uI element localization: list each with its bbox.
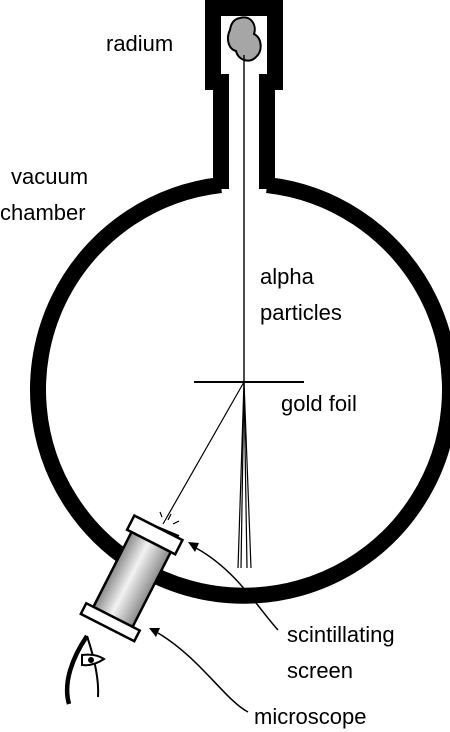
- label-alpha: alpha: [260, 264, 315, 289]
- housing-shoulder-left: [205, 74, 229, 90]
- trajectory: [240, 381, 245, 569]
- label-chamber: chamber: [0, 200, 86, 225]
- chamber-wall: [30, 177, 450, 604]
- microscope-pointer-curve: [157, 632, 249, 713]
- pointer-arrows: [149, 542, 279, 713]
- microscope-pointer-arrowhead: [149, 628, 160, 637]
- microscope-eyepiece-collar: [79, 601, 142, 643]
- trajectory: [243, 381, 248, 569]
- microscope: [79, 513, 185, 643]
- eye-icon: [64, 634, 106, 705]
- label-scintillating: scintillating: [287, 622, 395, 647]
- particle-trajectories: [162, 381, 252, 569]
- flash-icon: [159, 511, 180, 525]
- screen-pointer-curve: [195, 547, 279, 631]
- label-particles: particles: [260, 300, 342, 325]
- label-radium: radium: [106, 31, 173, 56]
- housing-shoulder-right: [259, 74, 283, 90]
- vacuum-chamber: [30, 0, 450, 604]
- screen-pointer-arrowhead: [188, 542, 199, 552]
- label-screen: screen: [287, 658, 353, 683]
- label-gold-foil: gold foil: [281, 391, 357, 416]
- source-housing: [205, 0, 283, 82]
- deflected-trajectory: [162, 381, 245, 525]
- label-vacuum: vacuum: [11, 164, 88, 189]
- label-microscope: microscope: [254, 704, 366, 729]
- radium-sample: [227, 16, 262, 62]
- trajectory: [243, 381, 252, 569]
